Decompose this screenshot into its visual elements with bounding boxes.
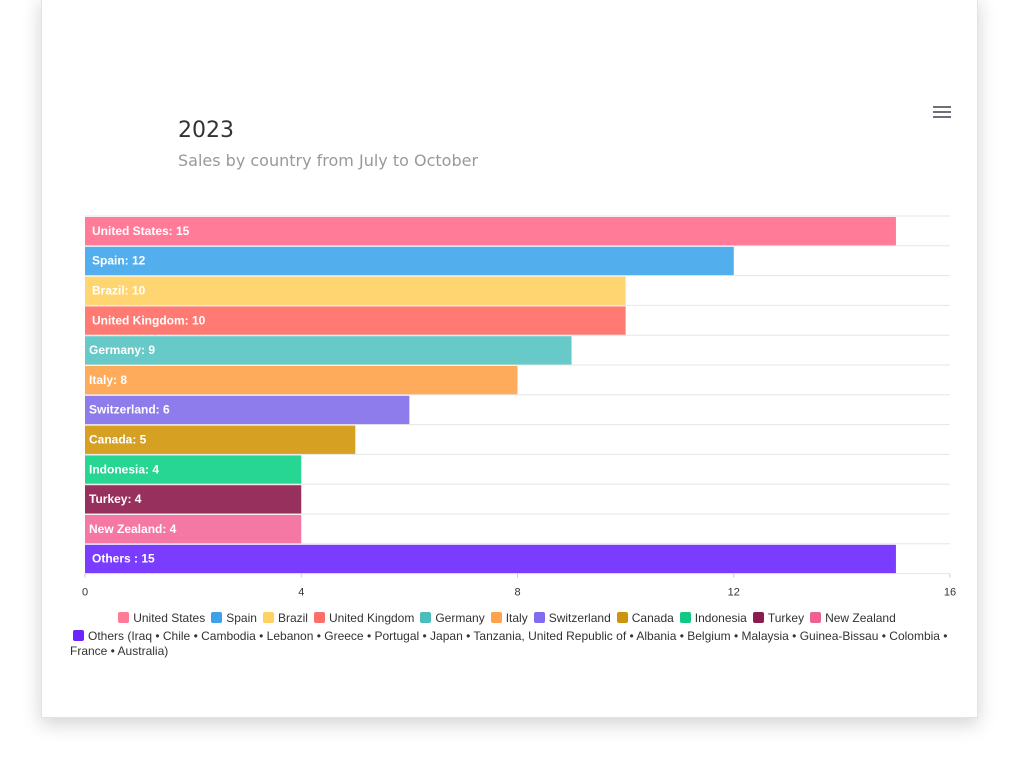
legend-swatch-others xyxy=(73,630,84,641)
bar-turkey[interactable] xyxy=(85,485,302,514)
legend-label: Germany xyxy=(435,611,485,625)
legend-label: United States xyxy=(133,611,206,625)
legend-item[interactable]: Indonesia xyxy=(679,611,747,626)
bar-indonesia[interactable] xyxy=(85,455,302,484)
legend-label: Switzerland xyxy=(548,611,611,625)
bar-canada[interactable] xyxy=(85,425,356,454)
legend-row: United States Spain Brazil United Kingdom Ge… xyxy=(70,611,950,626)
legend-swatch xyxy=(262,612,274,623)
legend-label-others: Others (Iraq • Chile • Cambodia • Lebano… xyxy=(70,629,948,658)
data-label: United Kingdom: 10 xyxy=(92,313,206,327)
x-tick-label: 12 xyxy=(728,587,740,599)
legend-swatch xyxy=(118,612,130,623)
bar-others[interactable] xyxy=(85,544,896,574)
legend-label: Italy xyxy=(505,611,528,625)
bar-united-states[interactable] xyxy=(85,217,896,246)
data-label: Canada: 5 xyxy=(89,433,147,447)
bar-germany[interactable] xyxy=(85,336,572,365)
data-label: Spain: 12 xyxy=(92,254,146,268)
bar-italy[interactable] xyxy=(85,366,518,395)
hamburger-menu-icon[interactable] xyxy=(933,106,951,122)
x-tick-label: 4 xyxy=(298,587,304,599)
legend-item[interactable]: Germany xyxy=(420,611,485,626)
legend-item[interactable]: Italy xyxy=(490,611,528,626)
bar-spain[interactable] xyxy=(85,246,734,276)
legend-item[interactable]: Switzerland xyxy=(533,611,611,626)
bar-new-zealand[interactable] xyxy=(85,515,302,544)
data-label: Turkey: 4 xyxy=(89,492,142,506)
legend-item[interactable]: New Zealand xyxy=(810,611,896,626)
legend-label: Brazil xyxy=(277,611,308,625)
legend-label: Turkey xyxy=(767,611,805,625)
legend-swatch xyxy=(752,612,764,623)
legend-item[interactable]: Brazil xyxy=(262,611,308,626)
bar-brazil[interactable] xyxy=(85,276,626,305)
chart-title: 2023 xyxy=(178,118,234,143)
legend-swatch xyxy=(313,612,325,623)
legend-item[interactable]: Spain xyxy=(211,611,257,626)
legend-swatch xyxy=(679,612,691,623)
legend-swatch xyxy=(211,612,223,623)
data-label: Italy: 8 xyxy=(89,373,127,387)
legend-swatch xyxy=(533,612,545,623)
legend-label: Spain xyxy=(226,611,257,625)
legend-label: New Zealand xyxy=(825,611,896,625)
legend-swatch xyxy=(616,612,628,623)
legend-label: Indonesia xyxy=(694,611,747,625)
legend-item-others[interactable]: Others (Iraq • Chile • Cambodia • Lebano… xyxy=(70,629,950,659)
legend-item[interactable]: United Kingdom xyxy=(313,611,415,626)
x-tick-label: 16 xyxy=(944,587,956,599)
x-tick-label: 8 xyxy=(514,587,520,599)
data-label: Switzerland: 6 xyxy=(89,403,170,417)
legend-item[interactable]: Canada xyxy=(616,611,674,626)
bar-switzerland[interactable] xyxy=(85,395,410,425)
data-label: Others : 15 xyxy=(92,552,155,566)
legend-item[interactable]: United States xyxy=(118,611,205,626)
bar-united-kingdom[interactable] xyxy=(85,306,626,335)
chart-legend: United States Spain Brazil United Kingdom Ge… xyxy=(70,611,950,659)
legend-label: Canada xyxy=(631,611,674,625)
legend-item[interactable]: Turkey xyxy=(752,611,805,626)
data-label: Indonesia: 4 xyxy=(89,462,159,476)
legend-swatch xyxy=(490,612,502,623)
legend-swatch xyxy=(420,612,432,623)
chart-subtitle: Sales by country from July to October xyxy=(178,151,479,170)
data-label: Germany: 9 xyxy=(89,343,155,357)
data-label: United States: 15 xyxy=(92,224,190,238)
legend-swatch xyxy=(810,612,822,623)
data-label: New Zealand: 4 xyxy=(89,522,177,536)
x-tick-label: 0 xyxy=(82,587,88,599)
legend-label: United Kingdom xyxy=(328,611,415,625)
data-label: Brazil: 10 xyxy=(92,284,146,298)
